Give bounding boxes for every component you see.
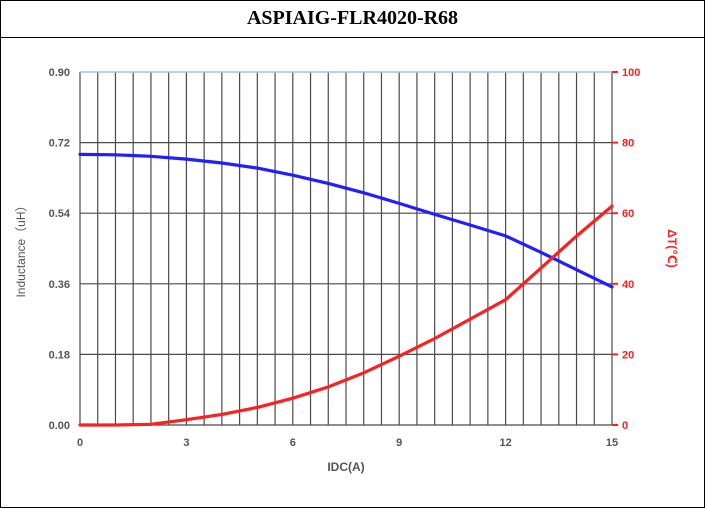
y-tick-label: 0.54	[49, 208, 71, 220]
y-tick-label: 0.00	[49, 420, 70, 432]
y2-tick-label: 40	[622, 279, 634, 291]
x-tick-label: 12	[499, 437, 511, 449]
x-tick-label: 3	[183, 437, 189, 449]
inductance-line	[78, 152, 614, 289]
y-tick-label: 0.72	[49, 138, 70, 150]
y-tick-label: 0.18	[49, 349, 70, 361]
chart-title: ASPIAIG-FLR4020-R68	[0, 0, 705, 38]
x-axis-label: IDC(A)	[327, 460, 364, 474]
temperature-rise-line	[78, 204, 614, 427]
x-tick-label: 15	[606, 437, 618, 449]
y-tick-label: 0.90	[49, 67, 70, 79]
x-tick-label: 6	[290, 437, 296, 449]
y-tick-label: 0.36	[49, 279, 70, 291]
y-axis-label: Inductance（uH）	[14, 199, 28, 297]
y2-axis-label: ΔT(℃)	[665, 229, 679, 267]
y2-tick-label: 100	[622, 67, 640, 79]
y2-tick-label: 80	[622, 138, 634, 150]
y2-tick-label: 0	[622, 420, 628, 432]
x-tick-label: 0	[77, 437, 83, 449]
x-tick-label: 9	[396, 437, 402, 449]
y2-tick-label: 60	[622, 208, 634, 220]
y2-tick-label: 20	[622, 349, 634, 361]
